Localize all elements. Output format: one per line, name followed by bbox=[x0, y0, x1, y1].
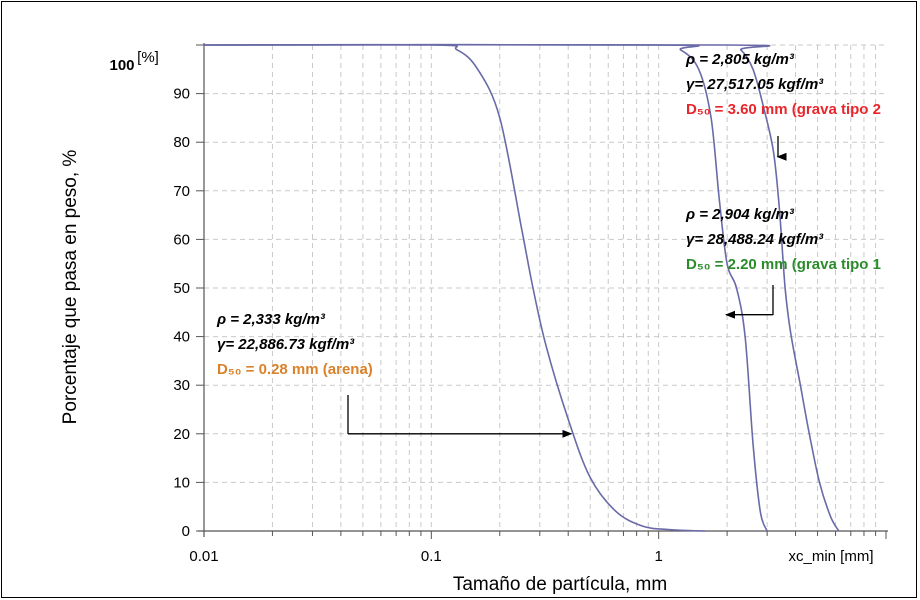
y-tick-label: 60 bbox=[173, 231, 190, 248]
y-unit-label: [%] bbox=[137, 49, 159, 66]
annotation-unit-weight: γ= 22,886.73 kgf/m³ bbox=[217, 336, 355, 353]
x-tick-label: 0.01 bbox=[189, 548, 218, 565]
grid-lines bbox=[204, 44, 886, 531]
y-axis-title: Porcentaje que pasa en peso, % bbox=[60, 150, 81, 425]
y-tick-label: 50 bbox=[173, 280, 190, 297]
annotation-arrow bbox=[725, 285, 774, 319]
annotation-d50: D₅₀ = 0.28 mm (arena) bbox=[217, 361, 373, 378]
axes bbox=[196, 43, 888, 539]
y-tick-label: 80 bbox=[173, 134, 190, 151]
annotations: ρ = 2,805 kg/m³ γ= 27,517.05 kgf/m³ D₅₀ = … bbox=[216, 51, 881, 438]
annotation-density: ρ = 2,805 kg/m³ bbox=[685, 51, 795, 68]
annotation-density: ρ = 2,904 kg/m³ bbox=[685, 206, 795, 223]
series-line-1 bbox=[203, 43, 706, 532]
annotation-unit-weight: γ= 28,488.24 kgf/m³ bbox=[686, 231, 824, 248]
y-tick-label: 30 bbox=[173, 377, 190, 394]
y-tick-label: 90 bbox=[173, 86, 190, 103]
y-tick-label: 10 bbox=[173, 474, 190, 491]
tick-labels: 0 10 20 30 40 50 60 70 80 90 100 [%] 0.01 0.1 1 xc_min … bbox=[109, 49, 873, 565]
annotation-d50: D₅₀ = 3.60 mm (grava tipo 2 bbox=[686, 101, 881, 118]
x-tick-label: 0.1 bbox=[421, 548, 442, 565]
annotation-d50: D₅₀ = 2.20 mm (grava tipo 1 bbox=[686, 256, 881, 273]
y-tick-label: 20 bbox=[173, 426, 190, 443]
annotation-unit-weight: γ= 27,517.05 kgf/m³ bbox=[686, 76, 824, 93]
y-top-label: 100 bbox=[109, 57, 134, 74]
x-tick-label: 1 bbox=[654, 548, 662, 565]
y-tick-label: 0 bbox=[182, 523, 190, 540]
x-axis-title: Tamaño de partícula, mm bbox=[453, 574, 667, 595]
x-axis-end-label: xc_min [mm] bbox=[788, 548, 873, 565]
series-lines bbox=[203, 43, 840, 532]
annotation-arrow bbox=[776, 136, 787, 161]
y-tick-label: 40 bbox=[173, 329, 190, 346]
annotation-density: ρ = 2,333 kg/m³ bbox=[216, 311, 326, 328]
annotation-arrow bbox=[347, 395, 573, 438]
series-line-3 bbox=[203, 43, 840, 532]
y-tick-label: 70 bbox=[173, 183, 190, 200]
